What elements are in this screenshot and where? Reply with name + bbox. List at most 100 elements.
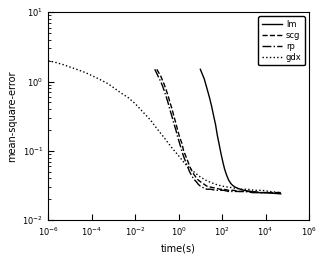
scg [160,79,164,82]
rp [267,191,271,194]
rp [192,178,196,181]
rp [250,191,254,194]
rp [184,160,188,163]
Line: rp: rp [155,69,281,193]
lm [212,113,215,116]
rp [164,95,168,99]
gdx [75,68,78,71]
scg [279,191,283,194]
Line: lm: lm [200,69,281,194]
rp [232,190,236,193]
lm [210,105,214,108]
lm [229,182,233,185]
lm [230,184,234,187]
rp [214,189,217,192]
rp [155,72,159,75]
scg [180,141,184,145]
scg [176,128,179,132]
Line: scg: scg [157,69,281,193]
lm [223,167,226,171]
gdx [68,66,72,69]
rp [218,189,222,192]
rp [227,190,231,193]
lm [219,152,223,155]
gdx [198,176,202,179]
gdx [205,179,209,182]
lm [202,77,206,80]
gdx [177,154,180,157]
rp [186,165,190,168]
gdx [220,185,224,188]
Legend: lm, scg, rp, gdx: lm, scg, rp, gdx [258,16,305,65]
scg [156,71,160,74]
gdx [170,146,174,150]
scg [178,135,181,138]
gdx [233,187,237,190]
lm [233,186,237,189]
rp [176,135,179,138]
rp [205,188,209,191]
scg [155,68,159,71]
gdx [96,77,100,80]
scg [162,83,166,86]
lm [204,83,208,86]
scg [222,188,226,191]
rp [190,174,194,177]
gdx [105,81,109,84]
scg [170,108,174,111]
lm [238,188,242,191]
lm [217,144,221,147]
gdx [133,102,137,105]
scg [232,189,236,192]
scg [198,180,202,183]
scg [205,185,209,188]
scg [166,94,170,98]
gdx [227,186,231,189]
rp [170,115,174,118]
gdx [183,162,187,165]
gdx [155,127,159,130]
scg [267,191,271,194]
rp [279,191,283,194]
rp [259,191,263,194]
gdx [267,190,271,193]
gdx [140,109,144,112]
lm [198,68,202,71]
rp [198,185,202,188]
rp [188,170,191,173]
lm [257,191,261,194]
scg [244,190,248,193]
scg [227,189,231,192]
rp [182,155,186,158]
gdx [161,135,165,138]
rp [159,80,163,83]
rp [237,190,241,193]
Line: gdx: gdx [48,61,281,193]
scg [209,186,213,189]
rp [160,84,164,87]
rp [196,183,200,186]
Y-axis label: mean-square-error: mean-square-error [7,70,17,162]
rp [166,101,170,105]
scg [202,183,206,186]
gdx [148,118,152,121]
lm [242,189,246,192]
lm [264,191,268,194]
gdx [111,86,115,89]
scg [214,187,217,190]
rp [178,141,181,145]
X-axis label: time(s): time(s) [161,243,196,253]
scg [172,114,176,118]
gdx [53,61,57,64]
scg [182,149,186,152]
rp [209,188,213,191]
gdx [260,189,264,192]
gdx [240,188,244,191]
scg [237,190,241,193]
lm [221,161,225,164]
rp [222,189,226,192]
scg [159,74,163,77]
rp [180,149,184,152]
lm [200,72,204,75]
rp [156,76,160,79]
